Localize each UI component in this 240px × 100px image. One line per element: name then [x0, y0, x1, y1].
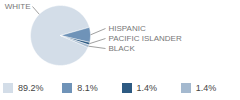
html-text:89.2%: 89.2% — [18, 83, 44, 93]
html-text:8.1%: 8.1% — [77, 83, 98, 93]
html-text:1.4%: 1.4% — [195, 83, 217, 93]
svg-text:BLACK: BLACK — [109, 44, 136, 53]
svg-text:HISPANIC: HISPANIC — [109, 24, 146, 33]
html-text:1.4%: 1.4% — [136, 83, 157, 93]
svg-text:PACIFIC ISLANDER: PACIFIC ISLANDER — [109, 34, 182, 43]
svg-text:WHITE: WHITE — [5, 2, 31, 11]
